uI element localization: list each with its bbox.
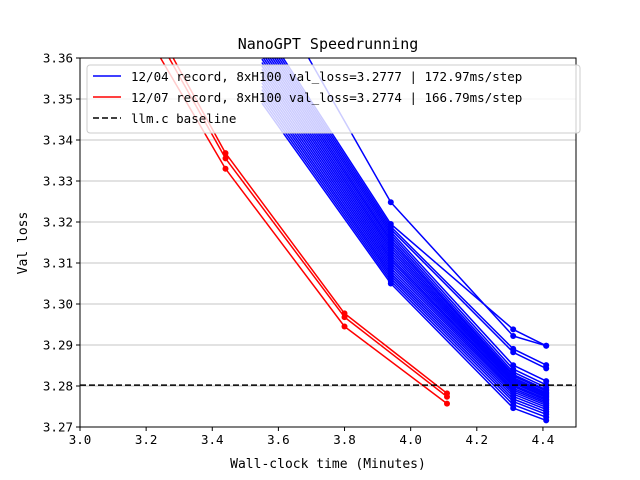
axes-frame [79,57,577,428]
y-tick-label: 3.33 [43,174,73,189]
y-tick-label: 3.29 [43,338,73,353]
red-run-point [341,314,348,321]
blue-run-line [261,85,547,408]
blue-run-line [261,95,547,415]
legend: 12/04 record, 8xH100 val_loss=3.2777 | 1… [86,64,581,134]
legend-label: 12/07 record, 8xH100 val_loss=3.2774 | 1… [131,90,522,105]
blue-run-line [261,82,547,406]
blue-run-point [387,280,394,287]
x-tick-label: 3.0 [69,432,92,447]
blue-run-line [261,89,547,411]
red-run-point [341,323,348,330]
y-tick-label: 3.30 [43,297,73,312]
blue-run-line [261,92,547,413]
y-tick-label: 3.36 [43,51,73,66]
x-tick-label: 3.2 [135,432,158,447]
x-axis-label: Wall-clock time (Minutes) [230,457,426,472]
blue-run-line [261,62,547,397]
blue-run-line [269,58,547,391]
y-tick-label: 3.28 [43,379,73,394]
y-tick-label: 3.31 [43,256,73,271]
y-tick-label: 3.32 [43,215,73,230]
blue-run-point [510,333,517,339]
x-tick-label: 4.0 [399,432,422,447]
x-tick-label: 4.2 [466,432,489,447]
blue-run-line [261,68,547,400]
red-run-point [444,393,450,400]
blue-run-line [275,58,547,382]
blue-run-line [271,58,547,389]
blue-run-line [261,58,547,396]
legend-label: llm.c baseline [131,111,236,126]
blue-run-line [261,75,547,403]
y-tick-label: 3.27 [43,420,73,435]
blue-run-line [262,58,547,395]
x-tick-label: 3.6 [267,432,290,447]
blue-run-point [510,349,517,356]
blue-run-line [273,58,547,386]
x-tick-label: 3.4 [201,432,224,447]
blue-run-line [261,99,547,418]
chart-title: NanoGPT Speedrunning [238,35,419,53]
blue-run-line [261,102,547,422]
legend-box [86,64,581,134]
red-run-point [222,165,229,172]
axes: 3.0 3.2 3.4 3.6 3.8 4.0 4.2 4.4 3.27 3.28 3.29 3.30… [43,51,577,447]
red-run-point [444,400,450,407]
x-tick-label: 3.8 [333,432,356,447]
blue-run-line [261,78,547,405]
y-tick-label: 3.34 [43,133,73,148]
y-tick-label: 3.35 [43,92,73,107]
y-axis-label: Val loss [16,212,31,275]
blue-run-point [510,326,517,333]
blue-run-line [261,65,547,399]
blue-run-point [543,417,550,424]
blue-run-line [264,58,547,394]
blue-run-point [543,365,550,372]
blue-run-line [267,58,547,392]
blue-run-point [510,405,517,412]
blue-run-point [543,342,550,349]
blue-run-point [387,199,394,206]
blue-run-line [261,72,547,402]
legend-label: 12/04 record, 8xH100 val_loss=3.2777 | 1… [131,69,522,84]
x-tick-label: 4.4 [532,432,555,447]
red-run-point [222,155,229,162]
